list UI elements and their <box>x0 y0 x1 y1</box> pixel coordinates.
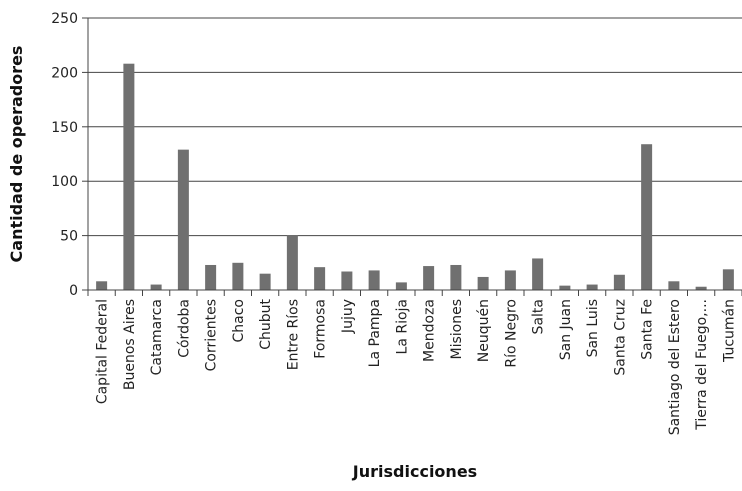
bar <box>177 149 189 290</box>
x-tick-label: Santa Fe <box>640 299 656 360</box>
bar <box>641 144 653 290</box>
bar <box>450 264 462 290</box>
y-tick-label: 0 <box>69 283 78 299</box>
bar <box>695 286 707 290</box>
x-tick-label: Mendoza <box>422 299 438 362</box>
x-tick-label: Misiones <box>449 299 465 360</box>
gridlines <box>88 17 742 237</box>
y-tick-label: 150 <box>51 120 78 136</box>
bar <box>586 284 598 290</box>
bar <box>722 269 734 290</box>
x-tick-label: Chubut <box>258 299 274 350</box>
x-tick-label: Tucumán <box>721 299 737 363</box>
x-tick-label: Santiago del Estero <box>667 299 683 435</box>
bar <box>286 235 298 290</box>
bar <box>668 281 680 290</box>
bar <box>395 282 407 290</box>
x-tick-label: Neuquén <box>476 299 492 362</box>
x-tick-label: Buenos Aires <box>122 299 138 390</box>
x-tick-label: Salta <box>531 299 547 334</box>
bar <box>504 270 516 290</box>
y-tick-label: 200 <box>51 65 78 81</box>
x-tick-label: Catamarca <box>149 299 165 375</box>
y-tick-label: 50 <box>60 229 78 245</box>
bar <box>96 281 108 290</box>
bar <box>341 271 353 290</box>
x-tick-label: Capital Federal <box>95 299 111 404</box>
x-tick-label: Córdoba <box>176 299 192 358</box>
bar <box>205 264 217 290</box>
x-tick-label: San Luis <box>585 299 601 357</box>
x-tick-label: Jujuy <box>340 299 356 334</box>
x-tick-label: Corrientes <box>204 299 220 371</box>
bar <box>368 270 380 290</box>
bar <box>613 274 625 290</box>
x-tick-label: La Pampa <box>367 299 383 367</box>
x-tick-label: Entre Ríos <box>285 299 301 370</box>
x-axis-title: Jurisdicciones <box>352 462 477 481</box>
bar <box>123 63 135 290</box>
x-tick-labels: Capital Federal Buenos Aires Catamarca Córd… <box>87 290 742 435</box>
x-tick-label: Santa Cruz <box>612 299 628 376</box>
y-axis-title: Cantidad de operadores <box>7 46 26 263</box>
y-tick-labels: 0 50 100 150 200 250 <box>51 11 88 299</box>
x-tick-label: Tierra del Fuego,... <box>694 299 710 431</box>
bar <box>314 267 326 290</box>
bar <box>559 285 571 290</box>
bar <box>423 266 435 290</box>
y-tick-label: 100 <box>51 174 78 190</box>
bar <box>477 276 489 290</box>
x-tick-label: Formosa <box>313 299 329 359</box>
bar <box>150 284 162 290</box>
bar <box>232 262 244 290</box>
x-tick-label: Río Negro <box>503 299 519 368</box>
x-tick-label: La Rioja <box>394 299 410 354</box>
bar <box>259 273 271 290</box>
x-tick-label: Chaco <box>231 299 247 343</box>
bar <box>532 258 544 290</box>
y-tick-label: 250 <box>51 11 78 27</box>
bars <box>96 63 734 290</box>
x-tick-label: San Juan <box>558 299 574 360</box>
